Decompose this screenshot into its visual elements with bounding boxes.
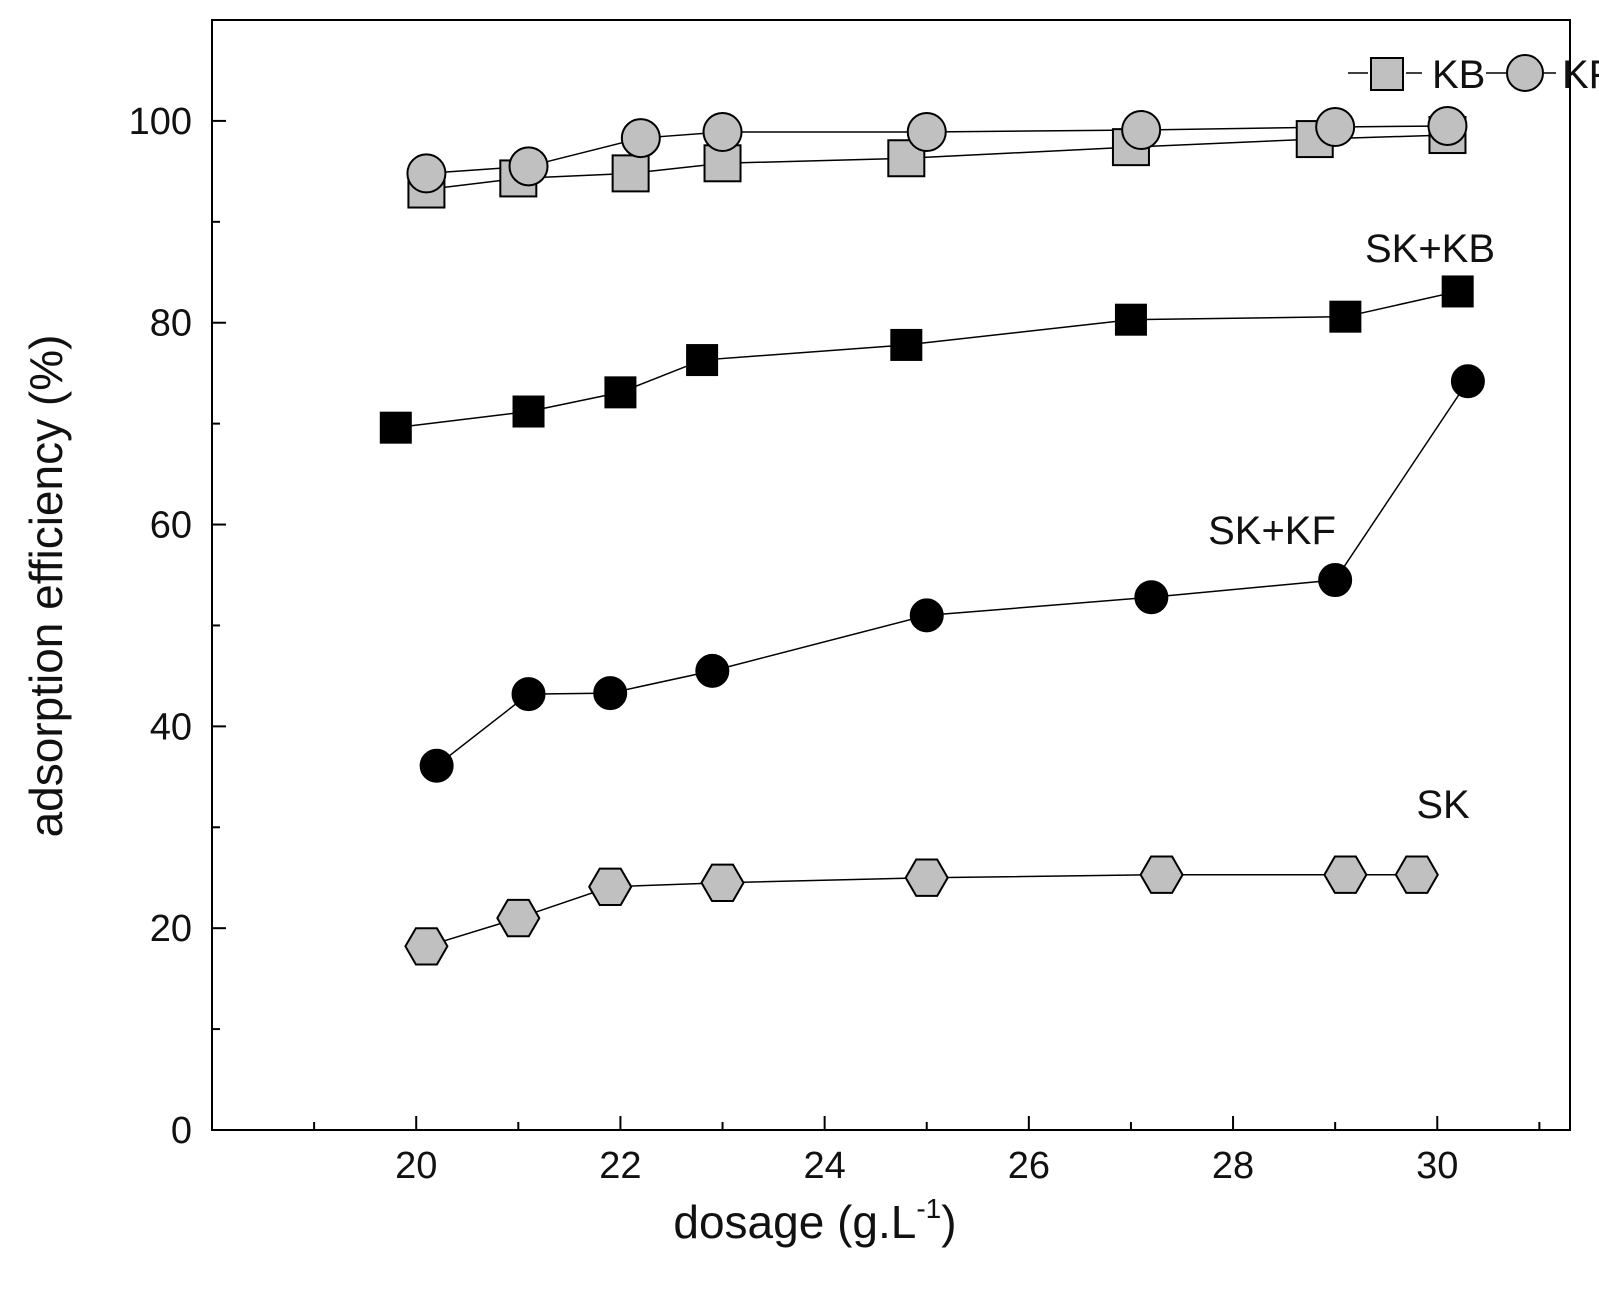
data-point-sk [588,867,633,906]
y-axis-title: adsorption efficiency (%) [20,335,72,838]
data-point-kf [508,146,549,187]
legend-label-kf: KF [1562,53,1599,97]
data-point-sk [1323,855,1368,894]
data-point-sk-kb [890,328,923,361]
series-label-sk-kb: SK+KB [1365,227,1495,271]
x-tick-label: 30 [1416,1145,1458,1187]
data-point-sk-kf [593,676,628,711]
y-tick-label: 60 [150,505,192,547]
data-point-kf [702,112,743,153]
x-tick-label: 20 [395,1145,437,1187]
data-point-sk [404,927,449,966]
data-point-sk-kf [1318,563,1353,598]
x-axis-title-superscript: -1 [916,1193,941,1224]
data-point-kf [1427,105,1468,146]
x-tick-label: 28 [1212,1145,1254,1187]
y-tick-label: 20 [150,908,192,950]
y-tick-labels: 0 20 40 60 80 100 [129,101,192,1152]
data-point-sk [904,858,949,897]
data-point-sk-kf [1450,364,1485,399]
data-point-kf [906,112,947,153]
x-tick-label: 26 [1008,1145,1050,1187]
legend: KB KF [1348,53,1599,97]
x-axis-title-tail: ) [941,1196,956,1248]
data-point-sk-kb [686,344,719,377]
data-point-sk-kb [604,376,637,409]
data-point-sk-kb [379,411,412,444]
y-tick-label: 40 [150,706,192,748]
data-point-kf [620,118,661,159]
data-point-sk-kb [1441,275,1474,308]
x-axis-title-main: dosage (g.L [673,1196,916,1248]
data-point-sk-kf [909,598,944,633]
data-point-sk-kb [1329,300,1362,333]
data-point-sk-kf [511,677,546,712]
plot-frame [211,19,1571,1131]
y-tick-label: 80 [150,303,192,345]
data-point-kf [406,153,447,194]
series-label-sk-kf: SK+KF [1208,509,1336,553]
data-point-sk [1394,855,1439,894]
x-tick-label: 24 [803,1145,845,1187]
legend-marker-kb [1370,57,1404,91]
data-point-sk-kb [512,395,545,428]
data-point-sk-kf [1134,580,1169,615]
data-point-sk-kb [1114,303,1147,336]
legend-marker-kf [1506,54,1544,92]
data-point-sk [700,863,745,902]
series-label-sk: SK [1416,783,1470,827]
data-point-sk-kf [419,748,454,783]
data-point-kb [611,154,650,193]
data-point-sk-kf [695,653,730,688]
data-point-kf [1121,109,1162,150]
data-point-kf [1315,106,1356,147]
x-tick-label: 22 [599,1145,641,1187]
y-tick-label: 0 [171,1110,192,1152]
series-markers [379,105,1485,966]
data-point-sk [496,898,541,938]
x-tick-labels: 20 22 24 26 28 30 [395,1145,1458,1187]
y-tick-label: 100 [129,101,192,143]
legend-label-kb: KB [1432,53,1485,97]
data-point-sk [1139,855,1184,894]
x-axis-title: dosage (g.L-1) [673,1193,956,1248]
axis-ticks [212,19,1541,1131]
